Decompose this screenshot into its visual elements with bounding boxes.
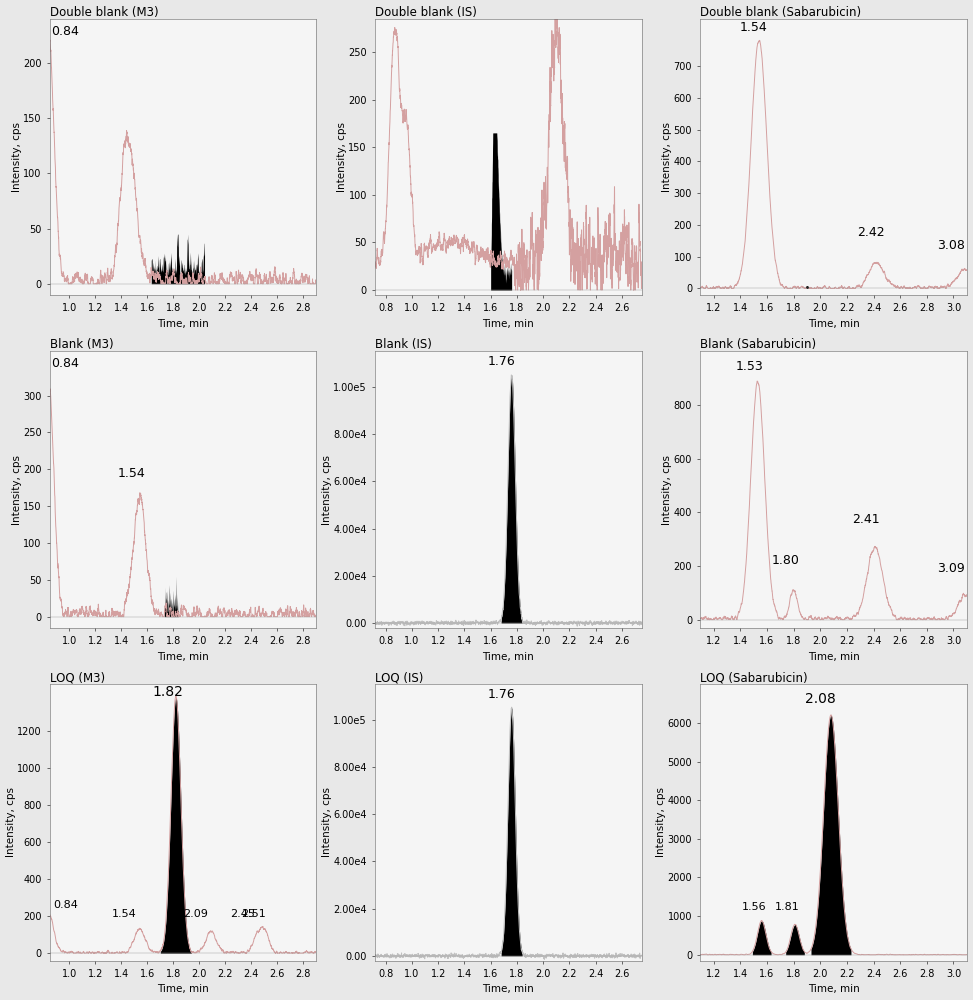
Text: 2.09: 2.09 [183, 909, 208, 919]
X-axis label: Time, min: Time, min [483, 652, 534, 662]
X-axis label: Time, min: Time, min [483, 984, 534, 994]
Y-axis label: Intensity, cps: Intensity, cps [322, 455, 332, 525]
Y-axis label: Intensity, cps: Intensity, cps [6, 787, 16, 857]
Text: 1.54: 1.54 [112, 909, 136, 919]
Text: 1.56: 1.56 [741, 902, 766, 912]
X-axis label: Time, min: Time, min [483, 319, 534, 329]
X-axis label: Time, min: Time, min [158, 319, 209, 329]
Text: Blank (M3): Blank (M3) [50, 338, 114, 351]
Text: 0.84: 0.84 [54, 900, 78, 910]
Y-axis label: Intensity, cps: Intensity, cps [663, 455, 672, 525]
Text: 1.76: 1.76 [487, 688, 515, 701]
Text: 0.84: 0.84 [52, 25, 80, 38]
Text: Blank (Sabarubicin): Blank (Sabarubicin) [701, 338, 816, 351]
Text: LOQ (Sabarubicin): LOQ (Sabarubicin) [701, 671, 808, 684]
Text: LOQ (IS): LOQ (IS) [376, 671, 423, 684]
X-axis label: Time, min: Time, min [158, 652, 209, 662]
Text: 2.42: 2.42 [857, 226, 884, 239]
Text: 2.08: 2.08 [805, 692, 836, 706]
Text: 1.76: 1.76 [487, 355, 515, 368]
Text: 1.80: 1.80 [772, 554, 800, 567]
Text: 1.54: 1.54 [118, 467, 146, 480]
Y-axis label: Intensity, cps: Intensity, cps [656, 787, 667, 857]
Text: Double blank (M3): Double blank (M3) [50, 6, 159, 19]
Text: 1.81: 1.81 [775, 902, 800, 912]
Y-axis label: Intensity, cps: Intensity, cps [337, 122, 346, 192]
Text: 1.53: 1.53 [736, 360, 764, 373]
X-axis label: Time, min: Time, min [808, 984, 859, 994]
Y-axis label: Intensity, cps: Intensity, cps [663, 122, 672, 192]
Text: 3.08: 3.08 [937, 239, 965, 252]
Text: 2.45: 2.45 [230, 909, 255, 919]
Text: Double blank (Sabarubicin): Double blank (Sabarubicin) [701, 6, 861, 19]
Y-axis label: Intensity, cps: Intensity, cps [12, 122, 21, 192]
Text: 1.82: 1.82 [153, 685, 184, 699]
X-axis label: Time, min: Time, min [808, 652, 859, 662]
Text: 0.84: 0.84 [52, 357, 80, 370]
X-axis label: Time, min: Time, min [158, 984, 209, 994]
Text: 3.09: 3.09 [937, 562, 964, 575]
X-axis label: Time, min: Time, min [808, 319, 859, 329]
Text: Double blank (IS): Double blank (IS) [376, 6, 477, 19]
Y-axis label: Intensity, cps: Intensity, cps [12, 455, 21, 525]
Y-axis label: Intensity, cps: Intensity, cps [322, 787, 332, 857]
Text: 1.54: 1.54 [739, 21, 768, 34]
Text: LOQ (M3): LOQ (M3) [50, 671, 105, 684]
Text: 2.41: 2.41 [851, 513, 880, 526]
Text: Blank (IS): Blank (IS) [376, 338, 432, 351]
Text: 2.51: 2.51 [241, 909, 267, 919]
